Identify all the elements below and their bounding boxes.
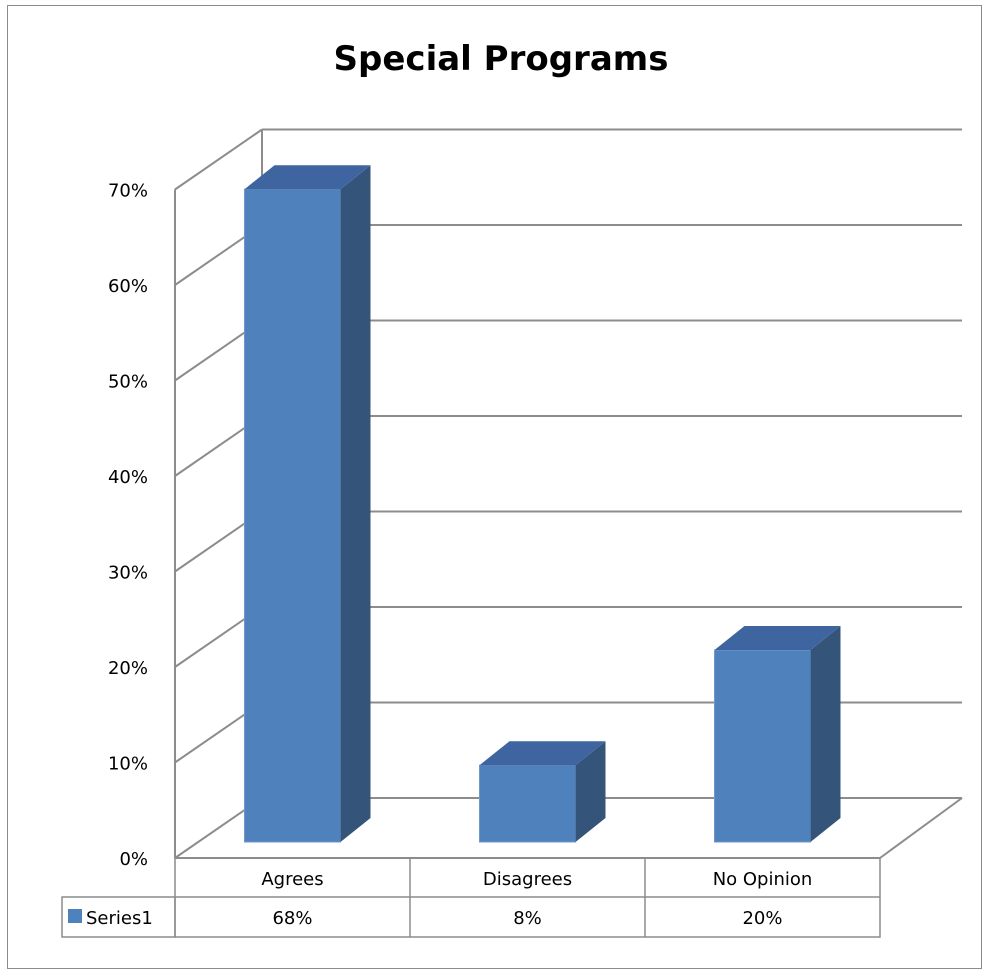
bar-front [244, 188, 341, 843]
y-tick-label: 40% [108, 467, 148, 488]
data-label: 20% [742, 908, 782, 929]
bar-side [810, 626, 841, 842]
y-tick-label: 30% [108, 563, 148, 584]
data-label: 68% [272, 908, 312, 929]
bar-front [714, 649, 811, 843]
gridline-side [174, 128, 263, 191]
data-table: Agrees 68% Disagrees 8% No Opinion 20% Series1 [61, 857, 881, 938]
bar-2 [714, 626, 841, 843]
bar-top [244, 165, 371, 190]
bar-top [714, 626, 841, 650]
category-label: Agrees [261, 869, 323, 890]
y-tick-label: 60% [108, 276, 148, 297]
legend-swatch [68, 909, 82, 923]
data-label: 8% [513, 908, 542, 929]
y-tick-label: 70% [108, 181, 148, 202]
bar-front [479, 764, 576, 843]
legend-series-name: Series1 [86, 908, 153, 929]
bar-side [575, 741, 606, 842]
y-tick-label: 20% [108, 658, 148, 679]
bar-top [479, 741, 606, 766]
table-legend-cell [61, 896, 176, 938]
chart-title: Special Programs [334, 39, 669, 79]
floor-right-edge [879, 797, 963, 859]
bars-layer [244, 165, 841, 843]
category-label: Disagrees [483, 869, 572, 890]
bar-1 [479, 741, 606, 843]
y-tick-label: 0% [119, 849, 148, 870]
bar-0 [244, 165, 371, 843]
y-tick-label: 10% [108, 754, 148, 775]
category-label: No Opinion [713, 869, 813, 890]
y-tick-label: 50% [108, 372, 148, 393]
bar-side [340, 165, 371, 842]
y-axis-ticks: 0% 10% 20% 30% 40% 50% 60% 70% [108, 181, 148, 871]
